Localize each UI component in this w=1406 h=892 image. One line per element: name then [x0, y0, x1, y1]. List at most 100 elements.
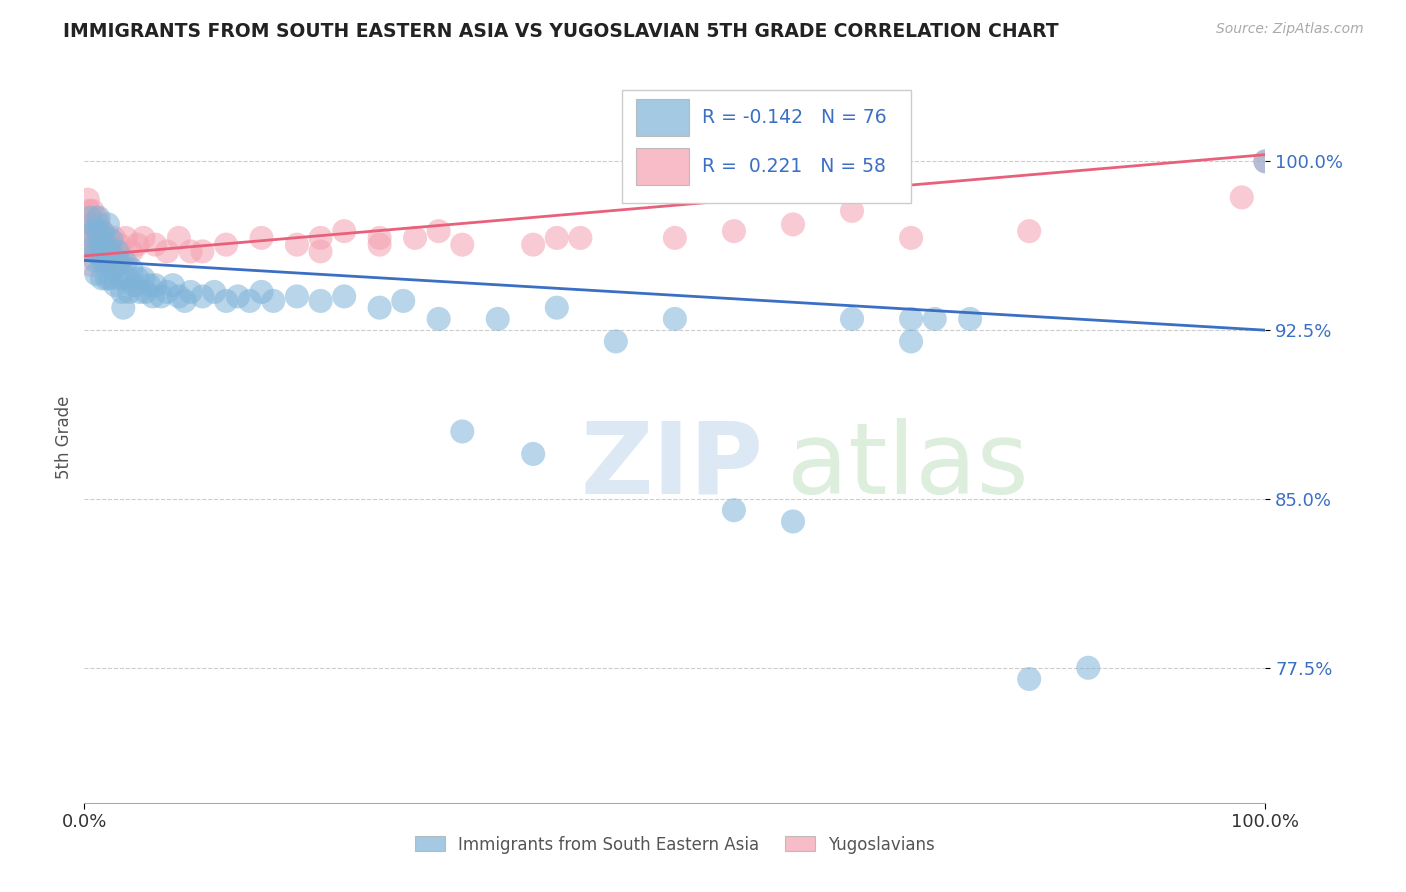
- Point: [841, 203, 863, 218]
- Point: [522, 447, 544, 461]
- Point: [959, 312, 981, 326]
- Point: [427, 224, 450, 238]
- Point: [79, 231, 101, 245]
- Point: [191, 289, 214, 303]
- Point: [79, 211, 101, 225]
- Point: [121, 244, 143, 259]
- Point: [664, 312, 686, 326]
- Point: [94, 253, 117, 268]
- Point: [90, 244, 112, 259]
- Point: [122, 278, 145, 293]
- Point: [900, 231, 922, 245]
- Point: [841, 312, 863, 326]
- Legend: Immigrants from South Eastern Asia, Yugoslavians: Immigrants from South Eastern Asia, Yugo…: [408, 829, 942, 860]
- Point: [98, 271, 121, 285]
- Point: [1077, 661, 1099, 675]
- Text: atlas: atlas: [787, 417, 1029, 515]
- Point: [77, 203, 100, 218]
- Point: [84, 211, 107, 225]
- Point: [309, 293, 332, 308]
- Point: [162, 278, 184, 293]
- Point: [97, 240, 120, 254]
- Point: [100, 233, 122, 247]
- Point: [202, 285, 225, 299]
- Point: [108, 237, 131, 252]
- Point: [486, 312, 509, 326]
- Point: [285, 289, 308, 303]
- Point: [107, 244, 129, 259]
- Point: [87, 218, 110, 232]
- Text: IMMIGRANTS FROM SOUTH EASTERN ASIA VS YUGOSLAVIAN 5TH GRADE CORRELATION CHART: IMMIGRANTS FROM SOUTH EASTERN ASIA VS YU…: [63, 22, 1059, 41]
- Point: [97, 218, 120, 232]
- Point: [173, 293, 195, 308]
- Point: [924, 312, 946, 326]
- Point: [167, 231, 190, 245]
- Point: [84, 253, 107, 268]
- Point: [89, 227, 111, 241]
- Point: [111, 251, 134, 265]
- Point: [723, 224, 745, 238]
- Point: [180, 285, 202, 299]
- Text: R =  0.221   N = 58: R = 0.221 N = 58: [702, 157, 886, 176]
- Point: [239, 293, 262, 308]
- Point: [114, 255, 136, 269]
- Y-axis label: 5th Grade: 5th Grade: [55, 395, 73, 479]
- Point: [1254, 154, 1277, 169]
- Point: [215, 293, 238, 308]
- Point: [112, 301, 135, 315]
- Point: [900, 312, 922, 326]
- Point: [127, 271, 149, 285]
- Point: [84, 244, 107, 259]
- Point: [98, 244, 121, 259]
- Point: [427, 312, 450, 326]
- Point: [226, 289, 249, 303]
- Point: [132, 231, 155, 245]
- Point: [108, 255, 131, 269]
- Point: [83, 240, 105, 254]
- Point: [522, 237, 544, 252]
- Point: [97, 231, 120, 245]
- Point: [285, 237, 308, 252]
- Point: [142, 289, 165, 303]
- Point: [664, 231, 686, 245]
- Point: [114, 231, 136, 245]
- FancyBboxPatch shape: [636, 99, 689, 136]
- Point: [96, 271, 118, 285]
- Point: [111, 285, 134, 299]
- Point: [368, 231, 391, 245]
- Point: [93, 240, 115, 254]
- Point: [98, 253, 121, 268]
- Point: [156, 285, 179, 299]
- Text: Source: ZipAtlas.com: Source: ZipAtlas.com: [1216, 22, 1364, 37]
- Point: [900, 334, 922, 349]
- Point: [82, 203, 104, 218]
- Point: [79, 218, 101, 232]
- Point: [87, 211, 110, 225]
- Point: [309, 244, 332, 259]
- Point: [84, 267, 107, 281]
- FancyBboxPatch shape: [636, 148, 689, 185]
- Point: [91, 271, 114, 285]
- Point: [167, 289, 190, 303]
- Point: [84, 222, 107, 236]
- Point: [605, 334, 627, 349]
- Text: R = -0.142   N = 76: R = -0.142 N = 76: [702, 108, 887, 127]
- Point: [1018, 224, 1040, 238]
- Point: [80, 258, 103, 272]
- Point: [368, 301, 391, 315]
- Point: [117, 271, 139, 285]
- Point: [333, 289, 356, 303]
- Point: [569, 231, 592, 245]
- Point: [143, 237, 166, 252]
- Point: [91, 237, 114, 252]
- Point: [105, 244, 128, 259]
- Point: [104, 278, 127, 293]
- Point: [82, 218, 104, 232]
- Point: [1018, 672, 1040, 686]
- Point: [103, 262, 125, 277]
- Point: [110, 271, 132, 285]
- Point: [132, 271, 155, 285]
- Point: [101, 249, 124, 263]
- Point: [309, 231, 332, 245]
- Point: [782, 515, 804, 529]
